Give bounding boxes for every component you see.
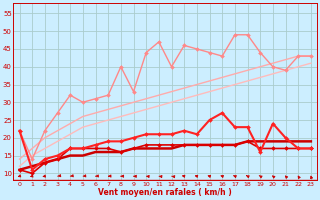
X-axis label: Vent moyen/en rafales ( km/h ): Vent moyen/en rafales ( km/h ) (98, 188, 232, 197)
